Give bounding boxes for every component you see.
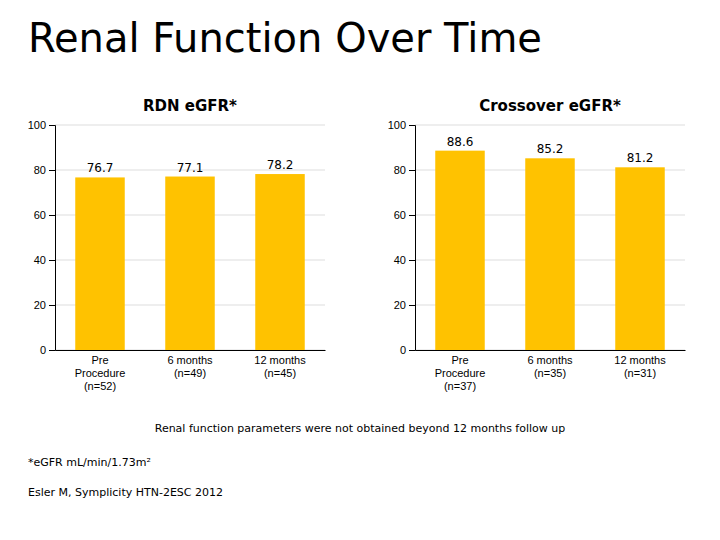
footnote: *eGFR mL/min/1.73m² [28,456,151,469]
tick-mark [49,305,55,306]
tick-label: 6 months(n=49) [167,354,213,379]
tick-mark [409,125,415,126]
tick-mark [409,260,415,261]
tick-label-line: Procedure [435,367,486,379]
axis-line [409,126,416,351]
tick: 60 [394,209,415,221]
bar [165,177,215,350]
tick: 0 [40,344,55,356]
tick-label: 100 [388,119,406,131]
grid-line [415,125,685,126]
tick-label-line: (n=37) [444,380,476,392]
tick-label: 80 [394,164,406,176]
tick-label-line: Pre [451,354,468,366]
x-axis: PreProcedure(n=37) 6 months(n=35) 12 month… [416,351,686,393]
tick-label: 60 [34,209,46,221]
tick-label-line: (n=31) [624,367,656,379]
tick-label-line: (n=45) [264,367,296,379]
tick: 80 [394,164,415,176]
data-label: 81.2 [627,151,654,165]
tick-label-line: (n=49) [174,367,206,379]
tick-label: 80 [34,164,46,176]
tick-label-line: Pre [91,354,108,366]
title: Renal Function Over Time [28,15,542,61]
footnote: Esler M, Symplicity HTN-2ESC 2012 [28,486,223,499]
axis-line [49,126,56,351]
tick-label-line: (n=52) [84,380,116,392]
grid [415,125,685,350]
bar [525,158,575,350]
data-label: 76.7 [87,161,114,175]
subtitle: Crossover eGFR* [479,97,621,115]
data-labels: 76.7 77.1 78.2 [87,158,294,175]
tick-label-line: (n=35) [534,367,566,379]
tick: 40 [34,254,55,266]
tick-mark [49,215,55,216]
tick-label-line: Procedure [75,367,126,379]
bar [75,177,125,350]
bars [75,174,305,350]
tick-label: 20 [34,299,46,311]
bar [615,167,665,350]
tick-label: PreProcedure(n=52) [75,354,126,392]
tick-label: 60 [394,209,406,221]
y-axis: 0 20 40 60 80 100 [388,119,416,356]
tick-label: 12 months(n=31) [614,354,666,379]
tick-label-line: 6 months [527,354,573,366]
grid [55,125,325,350]
data-label: 77.1 [177,161,204,175]
tick-mark [409,170,415,171]
subtitle: RDN eGFR* [143,97,237,115]
tick-mark [49,170,55,171]
tick: PreProcedure(n=37) [435,354,486,392]
tick: 6 months(n=49) [167,354,213,379]
panel: RDN eGFR* 76.7 77.1 78.2 0 20 40 60 80 100 PreProc… [28,97,326,392]
data-label: 78.2 [267,158,294,172]
tick: 6 months(n=35) [527,354,573,379]
tick-label-line: 12 months [614,354,666,366]
axis-line [56,350,326,351]
tick: 12 months(n=31) [614,354,666,379]
y-axis: 0 20 40 60 80 100 [28,119,56,356]
bars [435,151,665,350]
tick: 100 [388,119,415,131]
tick: 100 [28,119,55,131]
data-label: 88.6 [447,135,474,149]
tick-mark [49,350,55,351]
x-axis: PreProcedure(n=52) 6 months(n=49) 12 month… [56,351,326,393]
tick-label: 0 [40,344,46,356]
tick-mark [409,305,415,306]
footnote: Renal function parameters were not obtai… [155,422,566,435]
tick-label: 12 months(n=45) [254,354,306,379]
tick-label: 40 [394,254,406,266]
tick-mark [409,215,415,216]
bar [255,174,305,350]
grid-line [55,125,325,126]
tick-label: 20 [394,299,406,311]
chart-svg: Renal Function Over Time RDN eGFR* 76.7 77.… [0,0,720,540]
tick-label: 40 [34,254,46,266]
tick-label: 6 months(n=35) [527,354,573,379]
tick: 60 [34,209,55,221]
tick: 20 [34,299,55,311]
tick: 80 [34,164,55,176]
tick-label: 100 [28,119,46,131]
tick: 40 [394,254,415,266]
panel: Crossover eGFR* 88.6 85.2 81.2 0 20 40 60 80 100 P… [388,97,686,392]
tick-label-line: 12 months [254,354,306,366]
bar [435,151,485,350]
tick: PreProcedure(n=52) [75,354,126,392]
tick: 0 [400,344,415,356]
tick-label: PreProcedure(n=37) [435,354,486,392]
data-labels: 88.6 85.2 81.2 [447,135,654,166]
tick-mark [49,260,55,261]
tick-label: 0 [400,344,406,356]
tick: 20 [394,299,415,311]
tick: 12 months(n=45) [254,354,306,379]
tick-label-line: 6 months [167,354,213,366]
axis-line [416,350,686,351]
tick-mark [409,350,415,351]
tick-mark [49,125,55,126]
data-label: 85.2 [537,142,564,156]
